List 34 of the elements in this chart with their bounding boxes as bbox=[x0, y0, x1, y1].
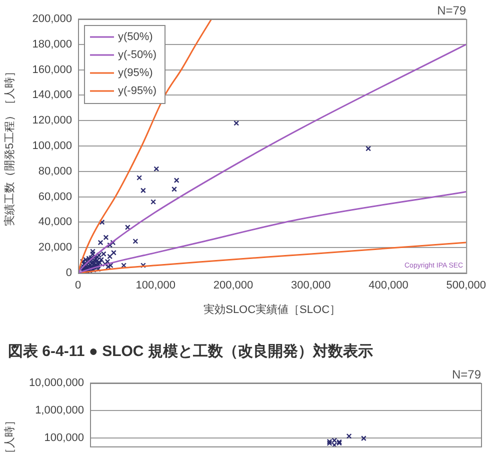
y-axis-title: 実績工数（開発5工程）［人時］ bbox=[3, 66, 16, 226]
y-tick-label: 140,000 bbox=[32, 89, 72, 102]
y-tick-label: 1,000,000 bbox=[35, 404, 84, 417]
y-tick-label: 20,000 bbox=[38, 242, 72, 254]
y-tick-label: 10,000,000 bbox=[28, 377, 84, 390]
text: N=79 bbox=[437, 3, 466, 18]
y-tick-label: 120,000 bbox=[32, 114, 72, 127]
y-tick-label: 100,000 bbox=[44, 432, 84, 444]
point bbox=[326, 440, 332, 446]
point bbox=[346, 433, 352, 439]
chart-title: 図表 6-4-11 ● SLOC 規模と工数（改良開発）対数表示 bbox=[8, 342, 373, 360]
y-tick-label: 100,000 bbox=[32, 140, 72, 152]
y-tick-label: 0 bbox=[66, 267, 72, 280]
point bbox=[332, 438, 338, 444]
legend-label: y(50%) bbox=[118, 31, 153, 44]
y-tick-label: 180,000 bbox=[32, 38, 72, 50]
point bbox=[360, 436, 366, 442]
legend-label: y(-95%) bbox=[118, 85, 157, 98]
point bbox=[326, 438, 332, 444]
x-tick-label: 400,000 bbox=[368, 280, 408, 292]
y-tick-label: 160,000 bbox=[32, 64, 72, 76]
y-tick-label: 60,000 bbox=[38, 190, 72, 203]
legend-label: y(95%) bbox=[118, 67, 153, 80]
x-tick-label: 200,000 bbox=[213, 280, 254, 292]
x-tick-label: 500,000 bbox=[446, 280, 486, 292]
y-axis-title: ［人時］ bbox=[3, 415, 16, 459]
x-tick-label: 300,000 bbox=[290, 280, 331, 292]
y-tick-label: 200,000 bbox=[32, 13, 72, 26]
y-tick-label: 80,000 bbox=[38, 165, 72, 178]
x-tick-label: 100,000 bbox=[136, 280, 176, 292]
text: N=79 bbox=[452, 367, 482, 382]
legend-label: y(-50%) bbox=[118, 49, 157, 62]
x-axis-title: 実効SLOC実績値［SLOC］ bbox=[204, 303, 341, 316]
y-tick-label: 40,000 bbox=[38, 216, 72, 228]
